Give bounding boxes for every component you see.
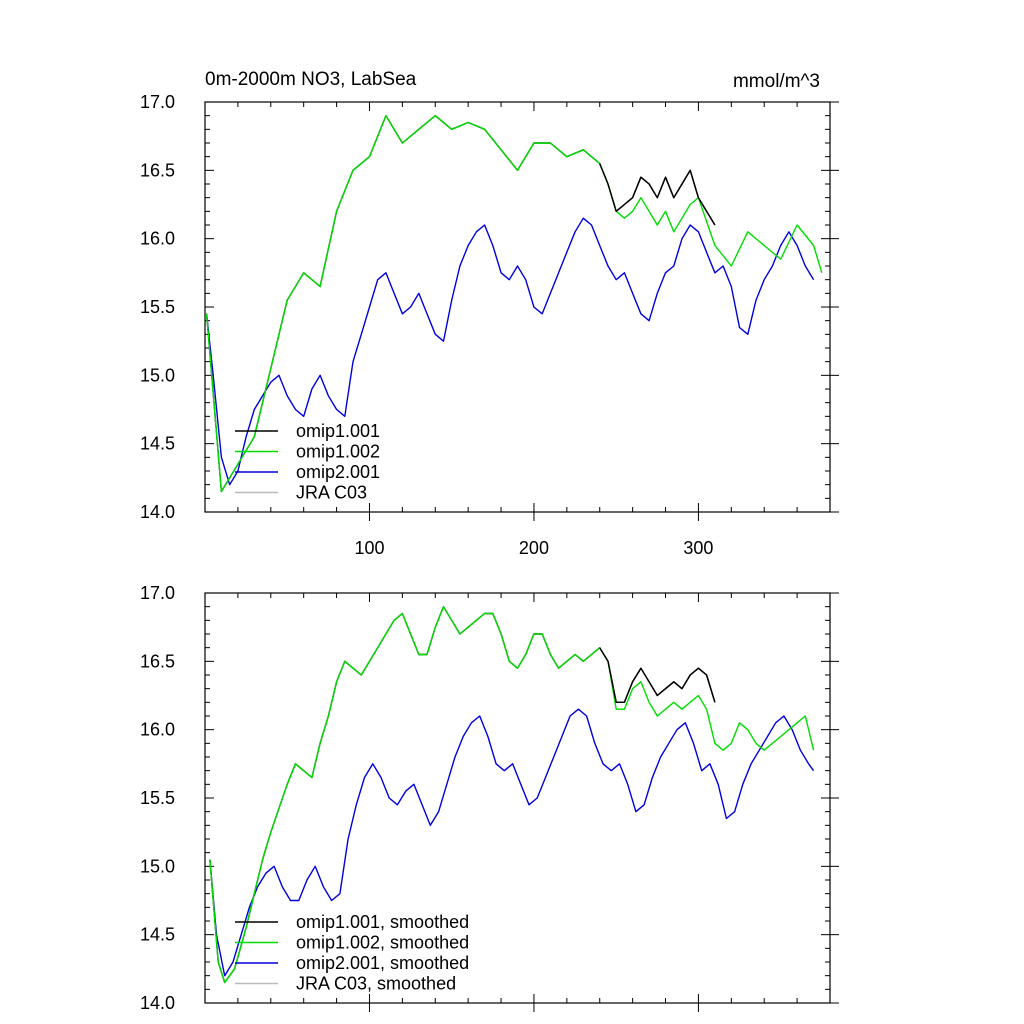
y-tick-label: 17.0 — [140, 583, 175, 603]
series-line-omip1-001 — [205, 114, 716, 493]
y-tick-label: 14.5 — [140, 434, 175, 454]
legend-entry-label: omip2.001 — [296, 462, 380, 482]
x-tick-label: 200 — [519, 538, 549, 558]
legend-entry-label: omip1.002 — [296, 442, 380, 462]
y-tick-label: 16.0 — [140, 720, 175, 740]
series-line-omip1-002 — [205, 114, 823, 493]
y-tick-label: 15.0 — [140, 365, 175, 385]
legend-entry-label: omip1.001 — [296, 421, 380, 441]
series-group — [209, 606, 815, 984]
y-tick-label: 14.0 — [140, 502, 175, 522]
y-tick-label: 17.0 — [140, 92, 175, 112]
y-tick-label: 15.0 — [140, 856, 175, 876]
series-line-overlay — [599, 163, 716, 226]
series-line-omip2-001-smoothed — [209, 708, 815, 977]
series-line-overlay — [599, 647, 716, 703]
y-tick-label: 15.5 — [140, 297, 175, 317]
y-tick-label: 14.0 — [140, 993, 175, 1013]
y-tick-label: 15.5 — [140, 788, 175, 808]
series-line-omip1-002-smoothed — [209, 606, 815, 984]
legend-entry-label: JRA C03, smoothed — [296, 974, 456, 994]
series-group — [205, 114, 823, 493]
legend-entry-label: omip1.002, smoothed — [296, 933, 469, 953]
series-line-omip2-001 — [205, 217, 815, 486]
y-tick-label: 16.5 — [140, 160, 175, 180]
y-tick-label: 16.0 — [140, 229, 175, 249]
legend-entry-label: omip1.001, smoothed — [296, 912, 469, 932]
chart-title: 0m-2000m NO3, LabSea — [205, 69, 417, 90]
legend-entry-label: omip2.001, smoothed — [296, 953, 469, 973]
units-label: mmol/m^3 — [733, 71, 820, 92]
x-tick-label: 300 — [683, 538, 713, 558]
y-tick-label: 16.5 — [140, 651, 175, 671]
top-panel: 14.0 14.5 15.0 15.5 16.0 16.5 17.0 100 200 300 0m-… — [140, 69, 839, 558]
x-tick-label: 100 — [354, 538, 384, 558]
bottom-panel: 14.0 14.5 15.0 15.5 16.0 16.5 17.0 omip1.001, s… — [140, 583, 839, 1013]
legend-entry-label: JRA C03 — [296, 483, 367, 503]
y-tick-label: 14.5 — [140, 925, 175, 945]
